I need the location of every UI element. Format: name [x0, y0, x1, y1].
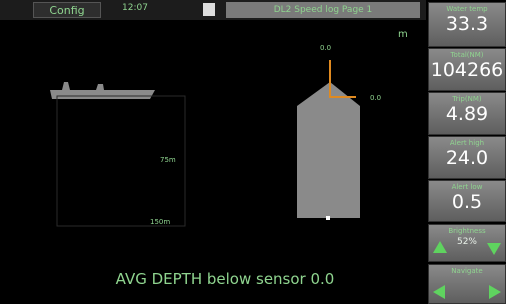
tile-value: 0.5 — [429, 191, 505, 213]
tile-value: 24.0 — [429, 147, 505, 169]
tile-label: Alert high — [429, 139, 505, 147]
tile-label: Trip(NM) — [429, 95, 505, 103]
avg-depth: AVG DEPTH below sensor 0.0 — [0, 270, 450, 288]
tile-label: Alert low — [429, 183, 505, 191]
tile-label: Navigate — [429, 267, 505, 275]
hull-shape — [297, 82, 360, 218]
value-tile: Total(NM)104266 — [428, 48, 506, 91]
brightness-up[interactable] — [433, 241, 447, 253]
depth-bottom-label: 150m — [150, 218, 170, 226]
tile-value: 4.89 — [429, 103, 505, 125]
tile-label: Total(NM) — [429, 51, 505, 59]
top-value: 0.0 — [320, 44, 331, 52]
navigate-tile: Navigate — [428, 264, 506, 304]
app-icon — [203, 3, 215, 16]
brightness-down[interactable] — [487, 243, 501, 255]
side-value: 0.0 — [370, 94, 381, 102]
navigate-left[interactable] — [433, 285, 445, 299]
page-title: DL2 Speed log Page 1 — [226, 2, 420, 18]
sensor-dot — [326, 216, 330, 220]
value-tile: Trip(NM)4.89 — [428, 92, 506, 135]
depth-display: m 75m 150m 0.0 0.0 — [0, 20, 426, 304]
depth-mid-label: 75m — [160, 156, 176, 164]
tile-value: 33.3 — [429, 13, 505, 35]
config-button[interactable]: Config — [33, 2, 101, 18]
screen: Config 12:07 DL2 Speed log Page 1 m 75m … — [0, 0, 506, 304]
navigate-right[interactable] — [489, 285, 501, 299]
clock: 12:07 — [122, 3, 148, 13]
tile-label: Brightness — [429, 227, 505, 235]
tile-label: Water temp — [429, 5, 505, 13]
unit-label: m — [398, 29, 408, 40]
tile-value: 104266 — [429, 59, 505, 81]
